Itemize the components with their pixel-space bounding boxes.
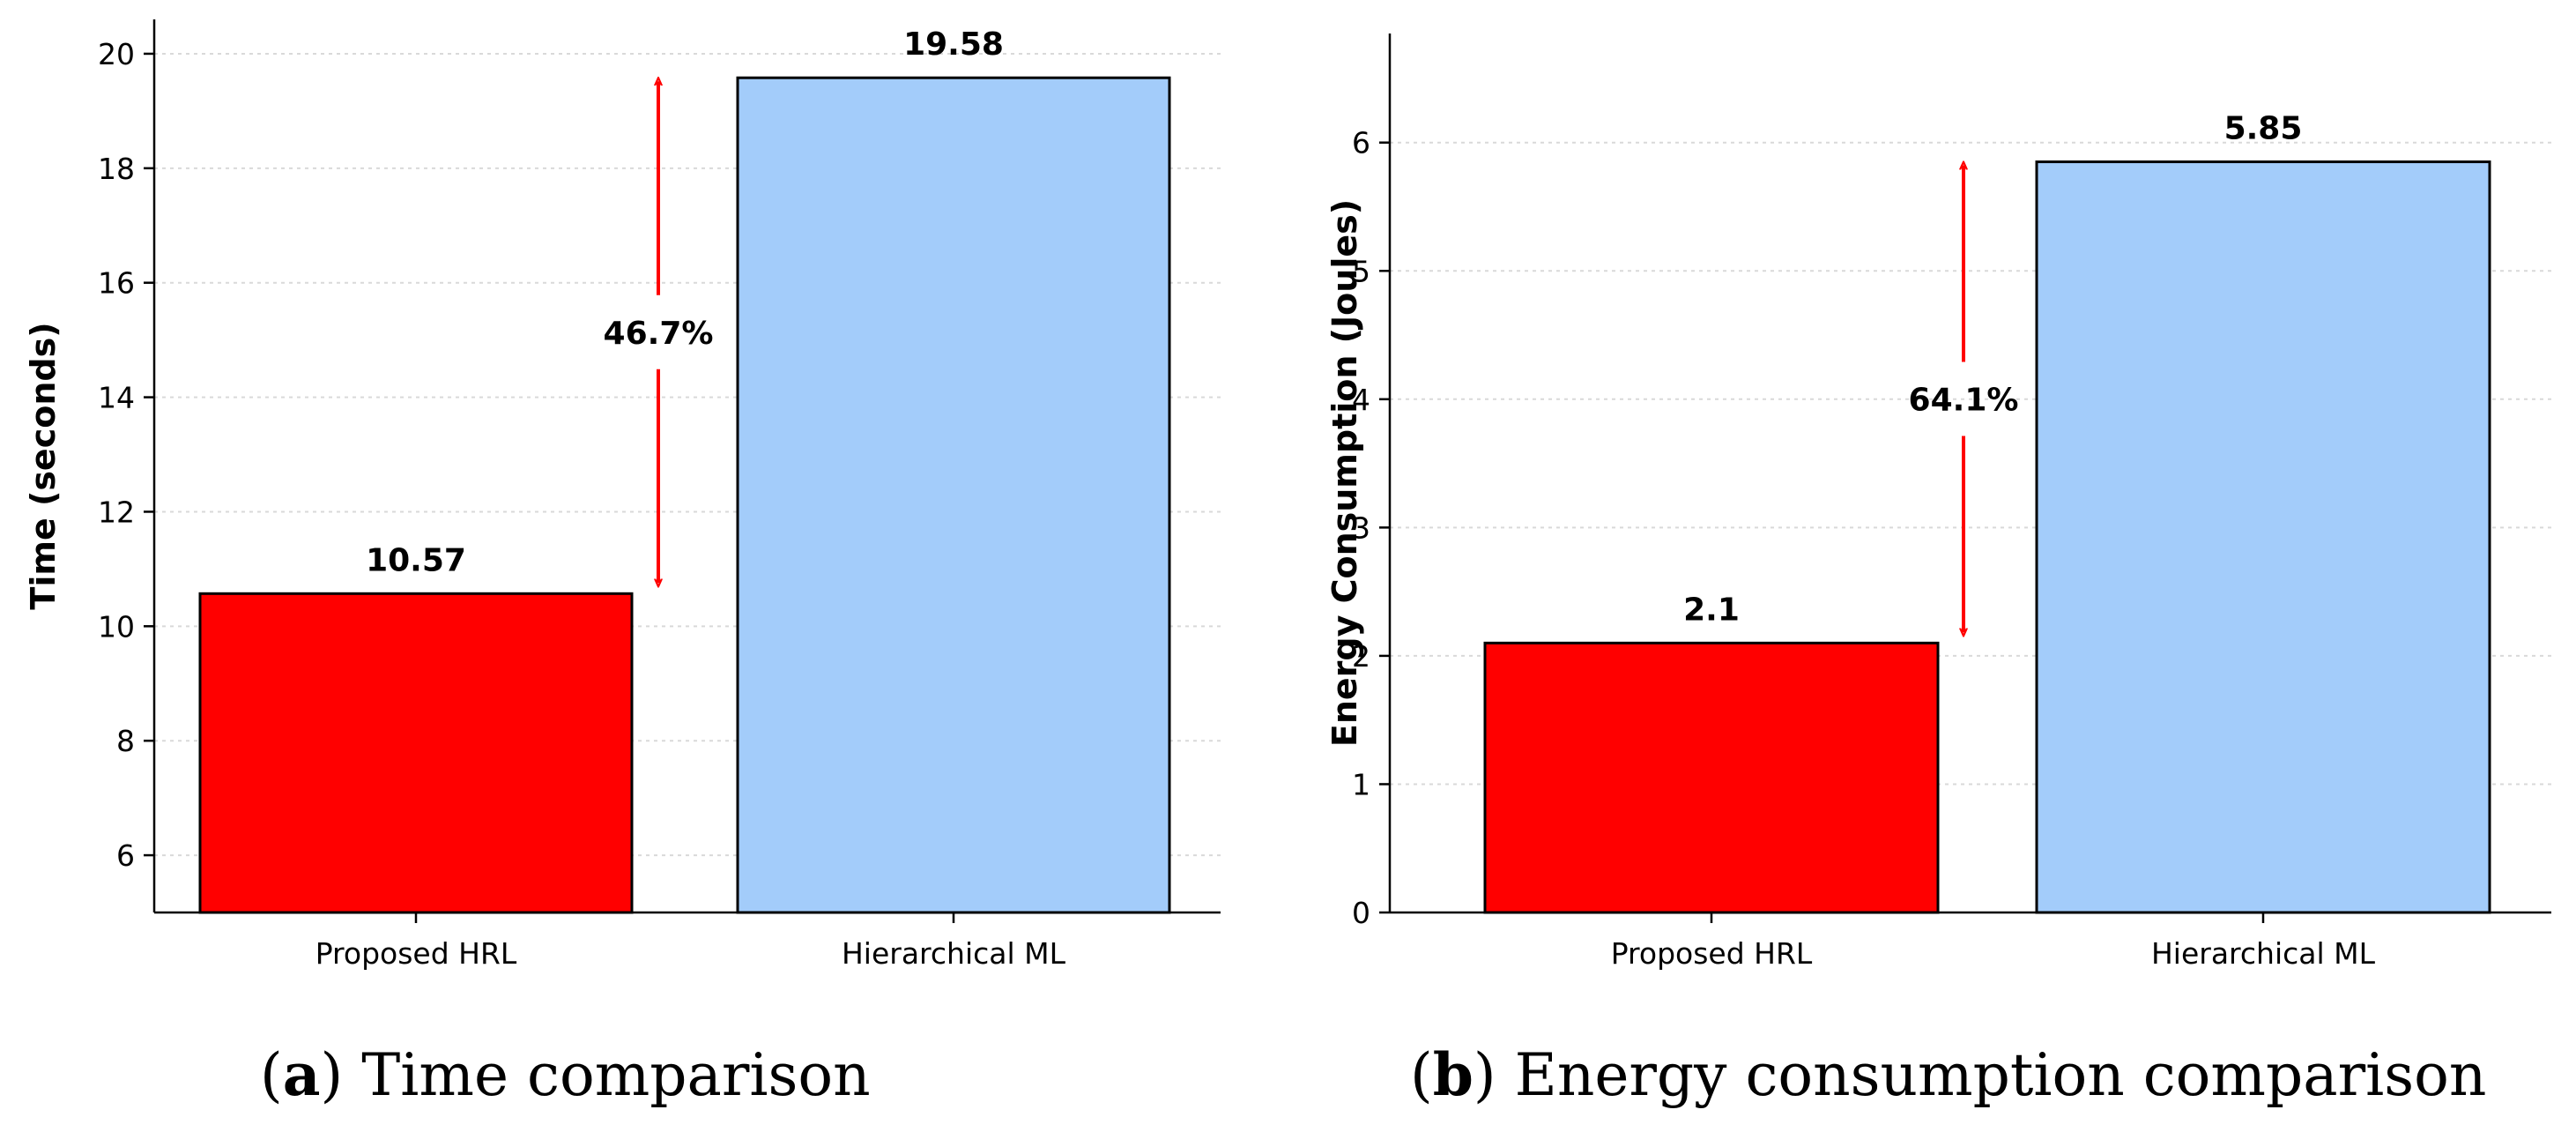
value-label-energy-1: 5.85: [2224, 111, 2303, 147]
caption-b: (b) Energy consumption comparison: [1410, 1040, 2487, 1109]
charts-canvas: 10.57 Proposed HRL 19.58 Hierarchical ML 6 8 1…: [24, 19, 2551, 971]
ytick-label-energy-3: 3: [1352, 510, 1370, 545]
y-axis-label-energy: Energy Consumption (Joules): [1325, 199, 1364, 747]
ytick-label-energy-1: 1: [1352, 767, 1370, 801]
ytick-label-time-3: 12: [98, 495, 135, 529]
bar-time-0: [198, 592, 634, 914]
ytick-label-energy-2: 2: [1352, 639, 1370, 674]
value-label-energy-0: 2.1: [1683, 592, 1740, 628]
bar-energy-1: [2035, 160, 2491, 914]
ytick-label-energy-5: 5: [1352, 254, 1370, 288]
category-label-energy-0: Proposed HRL: [1611, 936, 1813, 971]
ytick-label-energy-4: 4: [1352, 383, 1370, 417]
ytick-label-time-7: 20: [98, 37, 135, 71]
caption-b-letter: b: [1432, 1040, 1474, 1109]
y-axis-label-time: Time (seconds): [24, 322, 63, 609]
category-label-time-1: Hierarchical ML: [842, 936, 1066, 971]
caption-a-letter: a: [282, 1040, 321, 1109]
value-label-time-0: 10.57: [366, 542, 466, 578]
caption-b-text: Energy consumption comparison: [1514, 1041, 2487, 1109]
ytick-label-time-1: 8: [116, 724, 135, 758]
bar-time-1: [736, 76, 1171, 914]
category-label-time-0: Proposed HRL: [316, 936, 517, 971]
ytick-label-energy-6: 6: [1352, 126, 1370, 160]
ytick-label-time-6: 18: [98, 152, 135, 186]
ytick-label-time-4: 14: [98, 381, 135, 415]
ytick-label-time-5: 16: [98, 266, 135, 301]
diff-label-energy: 64.1%: [1909, 382, 2019, 418]
category-label-energy-1: Hierarchical ML: [2151, 936, 2376, 971]
chart-time: 10.57 Proposed HRL 19.58 Hierarchical ML 6 8 1…: [24, 19, 1221, 971]
bar-energy-0: [1483, 641, 1940, 914]
diff-label-time: 46.7%: [604, 316, 714, 352]
ytick-label-time-2: 10: [98, 609, 135, 644]
ytick-label-energy-0: 0: [1352, 896, 1370, 930]
caption-a: (a) Time comparison: [260, 1040, 871, 1109]
chart-energy: 2.1 Proposed HRL 5.85 Hierarchical ML 0 1 2 3 4 5…: [1325, 34, 2551, 971]
ytick-label-time-0: 6: [116, 838, 135, 873]
value-label-time-1: 19.58: [903, 26, 1004, 63]
caption-a-text: Time comparison: [361, 1041, 871, 1109]
